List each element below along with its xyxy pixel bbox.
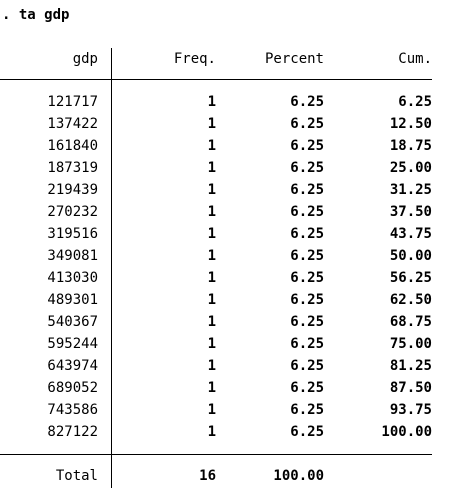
table-row: 137422 1 6.25 12.50 [0, 113, 456, 135]
row-freq: 1 [207, 314, 216, 330]
row-freq: 1 [207, 424, 216, 440]
row-cum: 37.50 [389, 204, 432, 220]
table-row: 161840 1 6.25 18.75 [0, 135, 456, 157]
row-freq: 1 [207, 226, 216, 242]
row-percent: 6.25 [290, 358, 324, 374]
table-row: 219439 1 6.25 31.25 [0, 179, 456, 201]
table-row: 413030 1 6.25 56.25 [0, 267, 456, 289]
row-freq: 1 [207, 358, 216, 374]
row-freq: 1 [207, 292, 216, 308]
total-freq: 16 [199, 468, 216, 484]
row-percent: 6.25 [290, 138, 324, 154]
row-percent: 6.25 [290, 182, 324, 198]
row-percent: 6.25 [290, 402, 324, 418]
row-percent: 6.25 [290, 336, 324, 352]
row-value: 540367 [47, 314, 98, 330]
row-cum: 25.00 [389, 160, 432, 176]
table-row: 489301 1 6.25 62.50 [0, 289, 456, 311]
row-value: 689052 [47, 380, 98, 396]
row-freq: 1 [207, 116, 216, 132]
row-cum: 93.75 [389, 402, 432, 418]
row-freq: 1 [207, 336, 216, 352]
row-freq: 1 [207, 402, 216, 418]
row-freq: 1 [207, 182, 216, 198]
row-cum: 81.25 [389, 358, 432, 374]
total-divider [111, 454, 112, 488]
row-cum: 56.25 [389, 270, 432, 286]
header-percent: Percent [264, 51, 324, 67]
row-value: 121717 [47, 94, 98, 110]
table-row: 595244 1 6.25 75.00 [0, 333, 456, 355]
command-line: . ta gdp [2, 7, 70, 23]
row-cum: 87.50 [389, 380, 432, 396]
row-cum: 12.50 [389, 116, 432, 132]
row-freq: 1 [207, 248, 216, 264]
row-freq: 1 [207, 204, 216, 220]
row-value: 413030 [47, 270, 98, 286]
row-cum: 100.00 [381, 424, 432, 440]
header-rule [0, 79, 432, 80]
row-value: 595244 [47, 336, 98, 352]
row-percent: 6.25 [290, 160, 324, 176]
table-row: 689052 1 6.25 87.50 [0, 377, 456, 399]
row-cum: 50.00 [389, 248, 432, 264]
table-row: 270232 1 6.25 37.50 [0, 201, 456, 223]
row-cum: 43.75 [389, 226, 432, 242]
table-row: 121717 1 6.25 6.25 [0, 91, 456, 113]
row-freq: 1 [207, 94, 216, 110]
table-row: 187319 1 6.25 25.00 [0, 157, 456, 179]
row-value: 643974 [47, 358, 98, 374]
row-percent: 6.25 [290, 314, 324, 330]
row-percent: 6.25 [290, 270, 324, 286]
table-row: 540367 1 6.25 68.75 [0, 311, 456, 333]
table-header: gdp Freq. Percent Cum. [0, 48, 456, 70]
row-percent: 6.25 [290, 116, 324, 132]
row-percent: 6.25 [290, 226, 324, 242]
row-value: 161840 [47, 138, 98, 154]
total-percent: 100.00 [273, 468, 324, 484]
row-percent: 6.25 [290, 292, 324, 308]
row-freq: 1 [207, 160, 216, 176]
row-value: 270232 [47, 204, 98, 220]
row-cum: 75.00 [389, 336, 432, 352]
total-row: Total 16 100.00 [0, 465, 456, 487]
row-value: 489301 [47, 292, 98, 308]
row-value: 219439 [47, 182, 98, 198]
table-row: 827122 1 6.25 100.00 [0, 421, 456, 443]
row-value: 743586 [47, 402, 98, 418]
row-value: 187319 [47, 160, 98, 176]
table-row: 643974 1 6.25 81.25 [0, 355, 456, 377]
row-cum: 68.75 [389, 314, 432, 330]
row-freq: 1 [207, 380, 216, 396]
row-value: 319516 [47, 226, 98, 242]
row-cum: 6.25 [398, 94, 432, 110]
header-divider [111, 48, 112, 80]
row-percent: 6.25 [290, 424, 324, 440]
table-row: 743586 1 6.25 93.75 [0, 399, 456, 421]
header-variable: gdp [72, 51, 98, 67]
row-value: 827122 [47, 424, 98, 440]
row-value: 137422 [47, 116, 98, 132]
row-freq: 1 [207, 138, 216, 154]
header-cum: Cum. [398, 51, 432, 67]
table-row: 319516 1 6.25 43.75 [0, 223, 456, 245]
row-percent: 6.25 [290, 94, 324, 110]
row-percent: 6.25 [290, 248, 324, 264]
row-freq: 1 [207, 270, 216, 286]
total-rule [0, 454, 432, 455]
header-freq: Freq. [173, 51, 216, 67]
row-value: 349081 [47, 248, 98, 264]
total-label: Total [55, 468, 98, 484]
row-cum: 18.75 [389, 138, 432, 154]
row-percent: 6.25 [290, 204, 324, 220]
column-divider [111, 80, 112, 454]
row-percent: 6.25 [290, 380, 324, 396]
table-row: 349081 1 6.25 50.00 [0, 245, 456, 267]
row-cum: 62.50 [389, 292, 432, 308]
row-cum: 31.25 [389, 182, 432, 198]
